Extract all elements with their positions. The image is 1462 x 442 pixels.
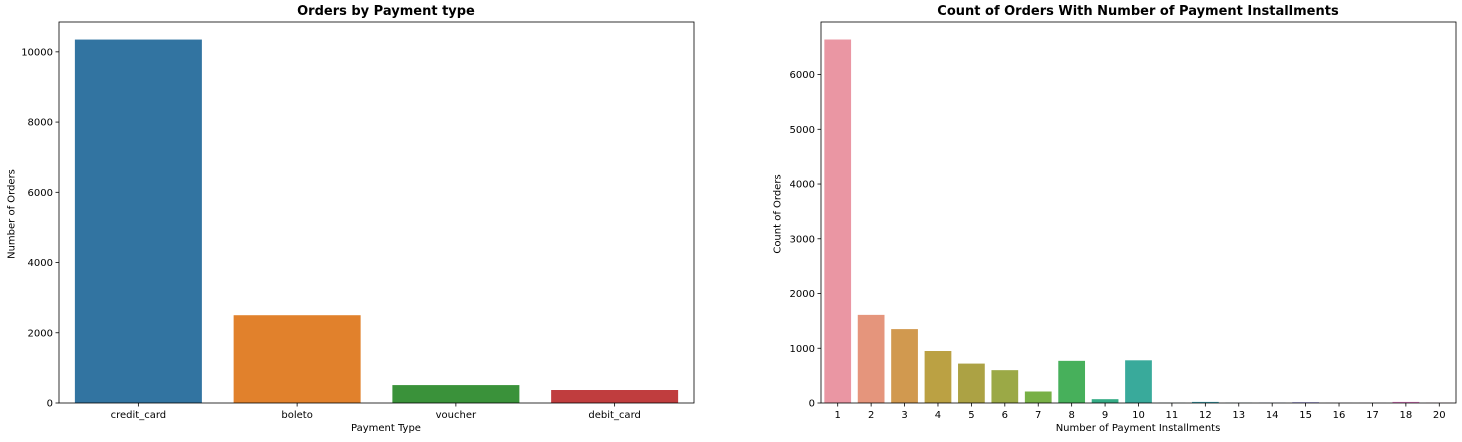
y-tick-label: 4000 [790, 180, 815, 191]
x-axis-label: Payment Type [351, 423, 421, 434]
x-tick-label: 2 [868, 410, 874, 421]
y-tick-label: 3000 [790, 234, 815, 245]
x-tick-label: boleto [281, 410, 312, 421]
payment-type-chart: 0 2000 4000 6000 8000 10000 credit_card boleto v… [6, 4, 695, 434]
bar [991, 370, 1019, 403]
y-tick-label: 0 [809, 399, 815, 410]
y-tick-label: 2000 [790, 289, 815, 300]
y-tick-label: 1000 [790, 344, 815, 355]
bar [857, 314, 885, 403]
bar [1091, 399, 1119, 403]
bar [924, 351, 952, 403]
x-tick-label: credit_card [111, 410, 167, 421]
x-tick-label: 12 [1199, 410, 1212, 421]
x-tick-label: 5 [968, 410, 974, 421]
bar [891, 329, 918, 403]
y-tick-label: 6000 [28, 188, 53, 199]
x-tick-label: 3 [901, 410, 907, 421]
chart-title: Orders by Payment type [297, 4, 475, 19]
bar [1125, 360, 1152, 403]
bar [1392, 401, 1420, 403]
bar [392, 385, 520, 403]
y-tick-label: 8000 [28, 118, 53, 129]
x-tick-label: 4 [935, 410, 941, 421]
chart-title: Count of Orders With Number of Payment I… [937, 4, 1339, 19]
x-tick-label: 7 [1035, 410, 1041, 421]
x-tick-label: 13 [1232, 410, 1245, 421]
plot-frame [58, 21, 695, 404]
bar [1024, 391, 1052, 403]
x-tick-label: 9 [1102, 410, 1108, 421]
bar [74, 39, 202, 404]
x-tick-label: 16 [1333, 410, 1346, 421]
x-tick-label: 10 [1132, 410, 1145, 421]
y-tick-label: 2000 [28, 328, 53, 339]
x-axis-label: Number of Payment Installments [1055, 423, 1221, 434]
bar [1292, 402, 1319, 403]
x-tick-label: 1 [835, 410, 841, 421]
x-tick-label: 15 [1299, 410, 1312, 421]
y-tick-label: 4000 [28, 258, 53, 269]
x-tick-label: 11 [1166, 410, 1179, 421]
bar [1058, 360, 1086, 403]
x-tick-label: 6 [1002, 410, 1008, 421]
x-tick-label: 14 [1266, 410, 1279, 421]
y-tick-label: 0 [47, 399, 53, 410]
bar [233, 315, 361, 403]
x-tick-label: 17 [1366, 410, 1379, 421]
y-tick-label: 6000 [790, 70, 815, 81]
bar [1191, 401, 1219, 403]
y-tick-label: 5000 [790, 125, 815, 136]
y-axis-label: Count of Orders [772, 174, 784, 254]
payment-type-chart-plot: 0 2000 4000 6000 8000 10000 credit_card boleto v… [21, 21, 695, 421]
bar [958, 363, 985, 403]
x-tick-label: debit_card [588, 410, 640, 421]
x-tick-label: 20 [1433, 410, 1446, 421]
y-axis-label: Number of Orders [6, 169, 18, 259]
x-tick-label: 8 [1068, 410, 1074, 421]
y-tick-label: 10000 [21, 47, 53, 58]
x-tick-label: voucher [436, 410, 477, 421]
bar [551, 390, 679, 403]
installments-chart: 0 1000 2000 3000 4000 5000 6000 1 2 3 4 5 6 7 8 9 10 11 12… [731, 0, 1462, 442]
x-tick-label: 18 [1400, 410, 1413, 421]
bar [824, 39, 852, 404]
